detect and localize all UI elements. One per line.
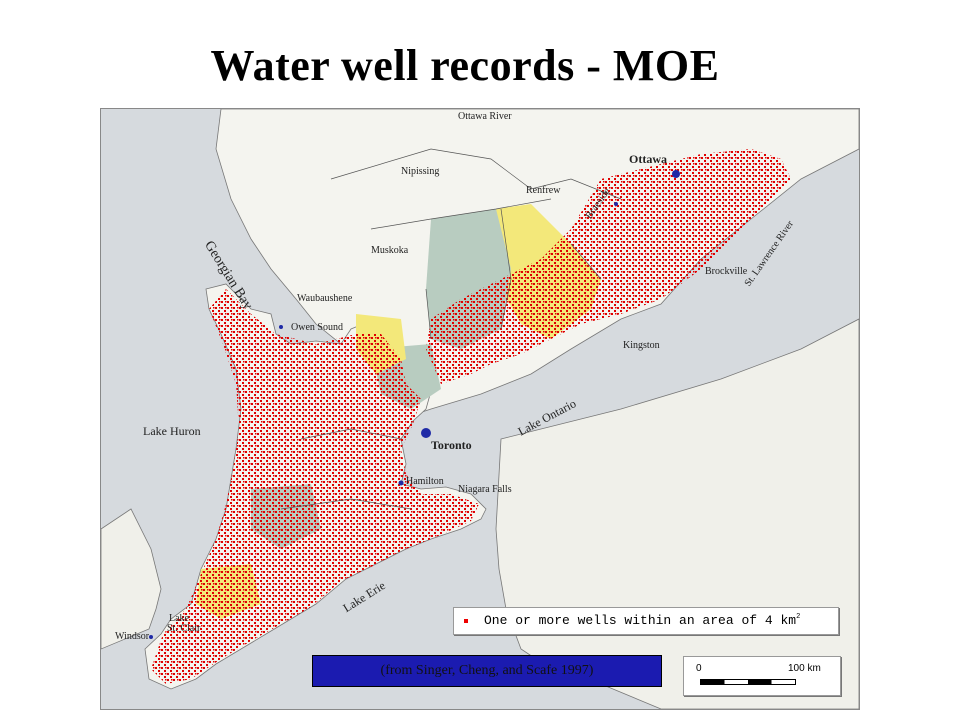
scale-bar: 0 100 km: [683, 656, 841, 696]
ottawa-label: Ottawa: [629, 152, 667, 166]
toronto-marker: [421, 428, 431, 438]
renfrew-label: Renfrew: [526, 185, 561, 196]
ottawa-marker: [672, 170, 680, 178]
county-boundaries: [280, 148, 622, 510]
map-legend: One or more wells within an area of 4 km…: [453, 607, 839, 635]
lake-huron-label: Lake Huron: [143, 424, 201, 438]
lake-st-clair-label-line1: Lake: [169, 613, 189, 624]
scale-start-label: 0: [696, 663, 702, 674]
well-marker-swatch: [464, 619, 468, 623]
scale-end-label: 100 km: [788, 663, 821, 674]
ottawa-river-label: Ottawa River: [458, 111, 512, 122]
hamilton-label: Hamilton: [406, 476, 444, 487]
owen-sound-label: Owen Sound: [291, 322, 343, 333]
citation-box: (from Singer, Cheng, and Scafe 1997): [312, 655, 662, 687]
windsor-label: Windsor: [115, 631, 150, 642]
page-title: Water well records - MOE: [210, 41, 720, 90]
brockville-label: Brockville: [705, 266, 748, 277]
michigan-land: [101, 508, 162, 650]
well-records-east: [426, 149, 791, 384]
windsor-marker: [149, 635, 153, 639]
legend-text: One or more wells within an area of 4 km…: [484, 613, 801, 628]
waubaushene-label: Waubaushene: [297, 293, 353, 304]
toronto-label: Toronto: [431, 438, 472, 452]
kingston-label: Kingston: [623, 340, 660, 351]
scale-bar-graphic: [700, 679, 796, 685]
well-records-south: [151, 289, 479, 684]
usa-south-land: [495, 318, 859, 709]
map-figure: Ottawa River Ottawa Nipissing Renfrew Mu…: [100, 108, 860, 710]
nipissing-label: Nipissing: [401, 166, 440, 177]
niagara-falls-label: Niagara Falls: [458, 484, 512, 495]
braeside-marker: [614, 202, 618, 206]
lake-st-clair-label-line2: St. Clair: [167, 623, 201, 634]
hamilton-marker: [398, 480, 404, 486]
owen-sound-marker: [279, 325, 283, 329]
muskoka-label: Muskoka: [371, 245, 409, 256]
